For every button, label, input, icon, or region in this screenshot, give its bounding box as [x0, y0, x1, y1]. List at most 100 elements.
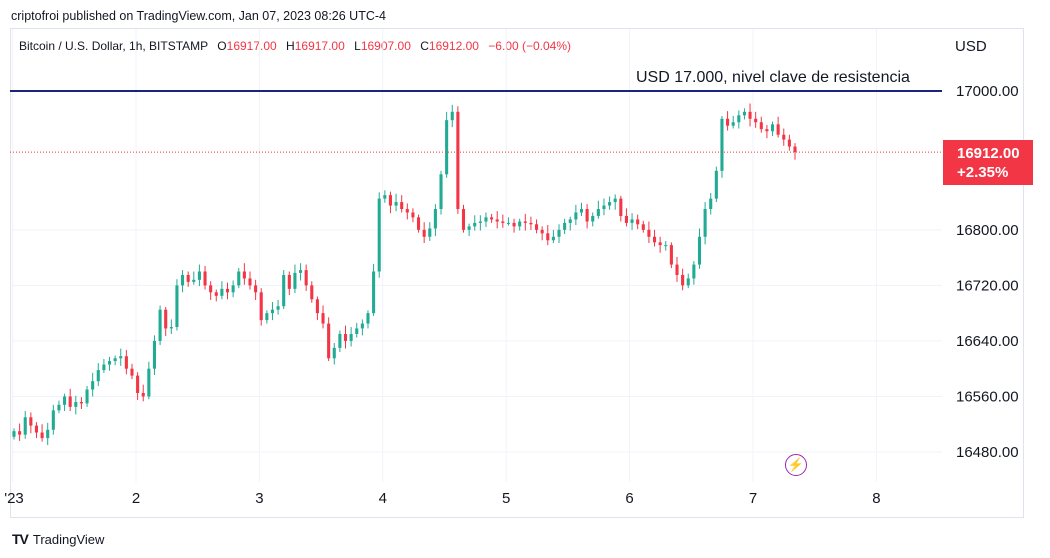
candle	[355, 322, 359, 338]
candle	[46, 422, 50, 446]
candle	[534, 219, 539, 234]
candle-body	[737, 115, 741, 123]
candle-body	[158, 309, 162, 341]
candle	[57, 400, 61, 414]
candle	[428, 222, 432, 241]
x-tick-label: 7	[749, 490, 757, 507]
candle-body	[220, 288, 224, 296]
candle-body	[169, 327, 173, 329]
candle	[574, 204, 578, 225]
candle-body	[51, 410, 55, 430]
candle	[467, 223, 471, 237]
candle-body	[23, 417, 27, 435]
candle-body	[383, 195, 387, 199]
candle	[411, 208, 415, 223]
candle-body	[613, 198, 617, 203]
candle-body	[40, 432, 44, 439]
candle-body	[321, 313, 325, 324]
candle	[209, 281, 213, 300]
candle	[310, 281, 314, 303]
candle	[686, 273, 690, 289]
candle	[501, 214, 505, 228]
tradingview-brand: TradingView	[32, 531, 105, 547]
candle	[181, 270, 185, 293]
candle	[79, 397, 83, 409]
candle	[388, 191, 392, 214]
candle-body	[68, 396, 72, 407]
candle-body	[602, 205, 606, 210]
candle	[613, 194, 617, 210]
candle-body	[12, 431, 16, 437]
tradingview-logo-icon: TV	[12, 531, 29, 547]
candle-body	[327, 323, 331, 359]
high-value: 16917.00	[294, 39, 345, 53]
candle	[585, 204, 589, 229]
candle-body	[130, 368, 134, 376]
candle	[445, 111, 449, 178]
candle-body	[495, 219, 499, 222]
candle-body	[248, 278, 252, 286]
candle	[473, 215, 477, 231]
candle	[478, 215, 482, 231]
x-tick-label: 8	[872, 490, 880, 507]
candle-body	[242, 271, 246, 279]
candle-body	[770, 124, 775, 132]
candle-body	[703, 209, 707, 237]
candle	[579, 202, 584, 216]
change-value: −6.00 (−0.04%)	[488, 39, 572, 53]
currency-label[interactable]: USD	[955, 38, 987, 55]
candle-body	[79, 402, 83, 404]
candle	[186, 271, 190, 287]
candle-body	[546, 233, 550, 241]
candle	[51, 404, 55, 435]
candle	[461, 204, 466, 233]
candle-body	[400, 202, 404, 210]
candle-body	[754, 118, 758, 123]
current-price-tag: 16912.00 +2.35%	[943, 140, 1033, 185]
candle-body	[113, 358, 117, 362]
candle	[197, 264, 201, 287]
candle	[619, 195, 623, 222]
candle	[237, 268, 241, 289]
footer-branding: TV TradingView	[12, 531, 104, 547]
candle	[703, 202, 707, 245]
candle	[91, 372, 95, 397]
candle	[540, 226, 544, 241]
candle	[675, 256, 679, 282]
candle-body	[214, 292, 218, 296]
candle	[754, 111, 758, 128]
candle-body	[596, 209, 600, 216]
candle-body	[265, 313, 269, 321]
candle	[242, 263, 246, 285]
symbol-label[interactable]: Bitcoin / U.S. Dollar, 1h, BITSTAMP	[19, 39, 208, 53]
candle-body	[192, 279, 196, 282]
candle	[338, 330, 342, 353]
y-tick-label: 16480.00	[956, 444, 1019, 461]
resistance-annotation[interactable]: USD 17.000, nivel clave de resistencia	[636, 69, 910, 86]
candle-body	[563, 222, 567, 230]
candle	[136, 372, 140, 400]
candle-body	[181, 274, 185, 286]
candle	[422, 222, 426, 244]
candle	[315, 296, 319, 321]
low-value: 16907.00	[360, 39, 411, 53]
candle-body	[445, 120, 449, 175]
candle-body	[74, 402, 78, 407]
candle-body	[782, 134, 786, 140]
candle	[748, 103, 752, 127]
candle	[141, 384, 145, 402]
publisher-line: criptofroi published on TradingView.com,…	[11, 9, 386, 23]
candle	[793, 143, 797, 160]
candle-body	[608, 202, 612, 206]
x-tick-label: 3	[255, 490, 263, 507]
candles	[12, 103, 797, 446]
candle-body	[664, 245, 668, 247]
candle	[332, 343, 336, 365]
x-axis-labels: '23 2 3 4 5 6 7 8	[4, 490, 880, 507]
candle-body	[726, 118, 730, 126]
candle	[34, 422, 39, 439]
candle	[563, 218, 567, 235]
lightning-icon[interactable]: ⚡	[785, 454, 807, 476]
candle	[147, 361, 151, 400]
